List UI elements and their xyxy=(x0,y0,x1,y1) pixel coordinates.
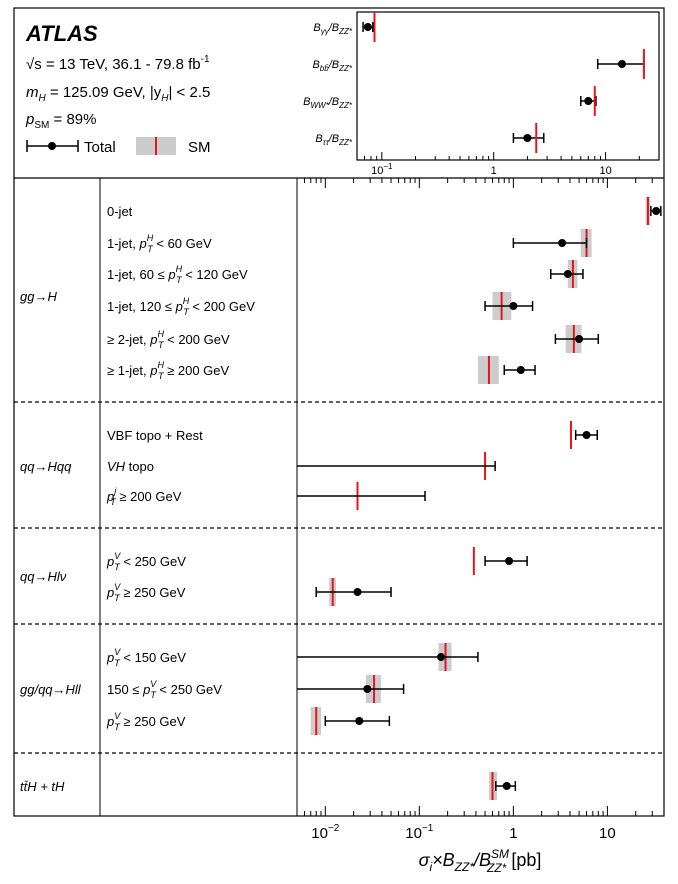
data-point xyxy=(509,302,518,310)
inset-point xyxy=(617,60,626,68)
main-tick-label: 10−2 xyxy=(311,823,340,842)
legend-total-symbol xyxy=(26,140,79,152)
category-label: 1-jet, 60 ≤ pH T < 120 GeV xyxy=(107,264,248,285)
data-point xyxy=(582,431,591,439)
inset-row-label: Bbb̄/BZZ* xyxy=(312,59,352,73)
process-group-label: qq→Hlν xyxy=(20,569,67,584)
inset-frame xyxy=(356,11,660,161)
process-group-label: tt̄H + tH xyxy=(20,779,65,794)
process-group-label: qq→Hqq xyxy=(20,459,72,474)
category-label: pj T ≥ 200 GeV xyxy=(106,486,182,507)
inset-x-axis: 10−1 1 10 xyxy=(356,152,660,177)
category-label: pV T < 250 GeV xyxy=(106,551,186,572)
mass-rapidity-label: mH = 125.09 GeV, |yH| < 2.5 xyxy=(26,84,210,104)
main-x-axis-label: σi×BZZ*/BSM ZZ* [pb] xyxy=(419,847,542,875)
category-label: pV T < 150 GeV xyxy=(106,647,186,668)
category-label: VH topo xyxy=(107,459,154,474)
category-label: pV T ≥ 250 GeV xyxy=(106,711,186,732)
category-label: ≥ 1-jet, pH T ≥ 200 GeV xyxy=(107,360,230,381)
inset-tick-label: 1 xyxy=(491,165,497,177)
inset-row-label: BWW*/BZZ* xyxy=(303,96,353,110)
outer-frame xyxy=(13,7,665,817)
main-x-axis: 10−2 10−1 1 10 xyxy=(296,178,665,842)
inset-row-label: Bγγ/BZZ* xyxy=(313,22,353,36)
legend-block: ATLAS √s = 13 TeV, 36.1 - 79.8 fb-1 mH =… xyxy=(25,21,211,156)
data-point xyxy=(575,335,584,343)
legend-sm-label: SM xyxy=(188,139,211,156)
group-dividers xyxy=(14,401,664,754)
legend-total-label: Total xyxy=(84,139,116,156)
data-point xyxy=(502,782,511,790)
category-label: 1-jet, pH T < 60 GeV xyxy=(107,233,212,254)
inset-marks xyxy=(362,12,645,153)
data-point xyxy=(516,366,525,374)
data-point xyxy=(363,685,372,693)
data-point xyxy=(353,588,362,596)
inset-point xyxy=(523,134,532,142)
data-point xyxy=(652,207,661,215)
main-tick-label: 10−1 xyxy=(405,823,434,842)
inset-tick-label: 10−1 xyxy=(371,162,393,177)
category-label: pV T ≥ 250 GeV xyxy=(106,582,186,603)
legend-sm-symbol xyxy=(136,137,176,155)
p-value-label: pSM = 89% xyxy=(25,111,96,131)
main-tick-label: 1 xyxy=(509,825,517,842)
main-marks xyxy=(297,197,662,800)
data-point xyxy=(437,653,446,661)
process-group-label: gg/qq→Hll xyxy=(20,682,82,697)
inset-row-labels: Bγγ/BZZ* Bbb̄/BZZ* BWW*/BZZ* Bττ/BZZ* xyxy=(303,22,353,147)
data-point xyxy=(558,239,567,247)
category-label: 0-jet xyxy=(107,204,133,219)
inset-row-label: Bττ/BZZ* xyxy=(315,133,353,147)
category-label: ≥ 2-jet, pH T < 200 GeV xyxy=(107,329,230,350)
category-label: VBF topo + Rest xyxy=(107,428,203,443)
data-point xyxy=(563,270,572,278)
data-point xyxy=(355,717,364,725)
data-point xyxy=(505,557,514,565)
energy-lumi-label: √s = 13 TeV, 36.1 - 79.8 fb-1 xyxy=(26,54,210,73)
inset-tick-label: 10 xyxy=(599,165,611,177)
category-row-labels: 0-jet 1-jet, pH T < 60 GeV 1-jet, 60 ≤ pH T … xyxy=(106,204,255,732)
inset-point xyxy=(363,23,372,31)
process-group-labels: gg→H qq→Hqq qq→Hlν gg/qq→Hll tt̄H + tH xyxy=(20,289,82,794)
category-label: 1-jet, 120 ≤ pH T < 200 GeV xyxy=(107,296,255,317)
inset-point xyxy=(584,97,593,105)
category-label: 150 ≤ pV T < 250 GeV xyxy=(107,679,222,700)
experiment-label: ATLAS xyxy=(25,21,98,46)
main-tick-label: 10 xyxy=(599,825,616,842)
process-group-label: gg→H xyxy=(20,289,57,304)
